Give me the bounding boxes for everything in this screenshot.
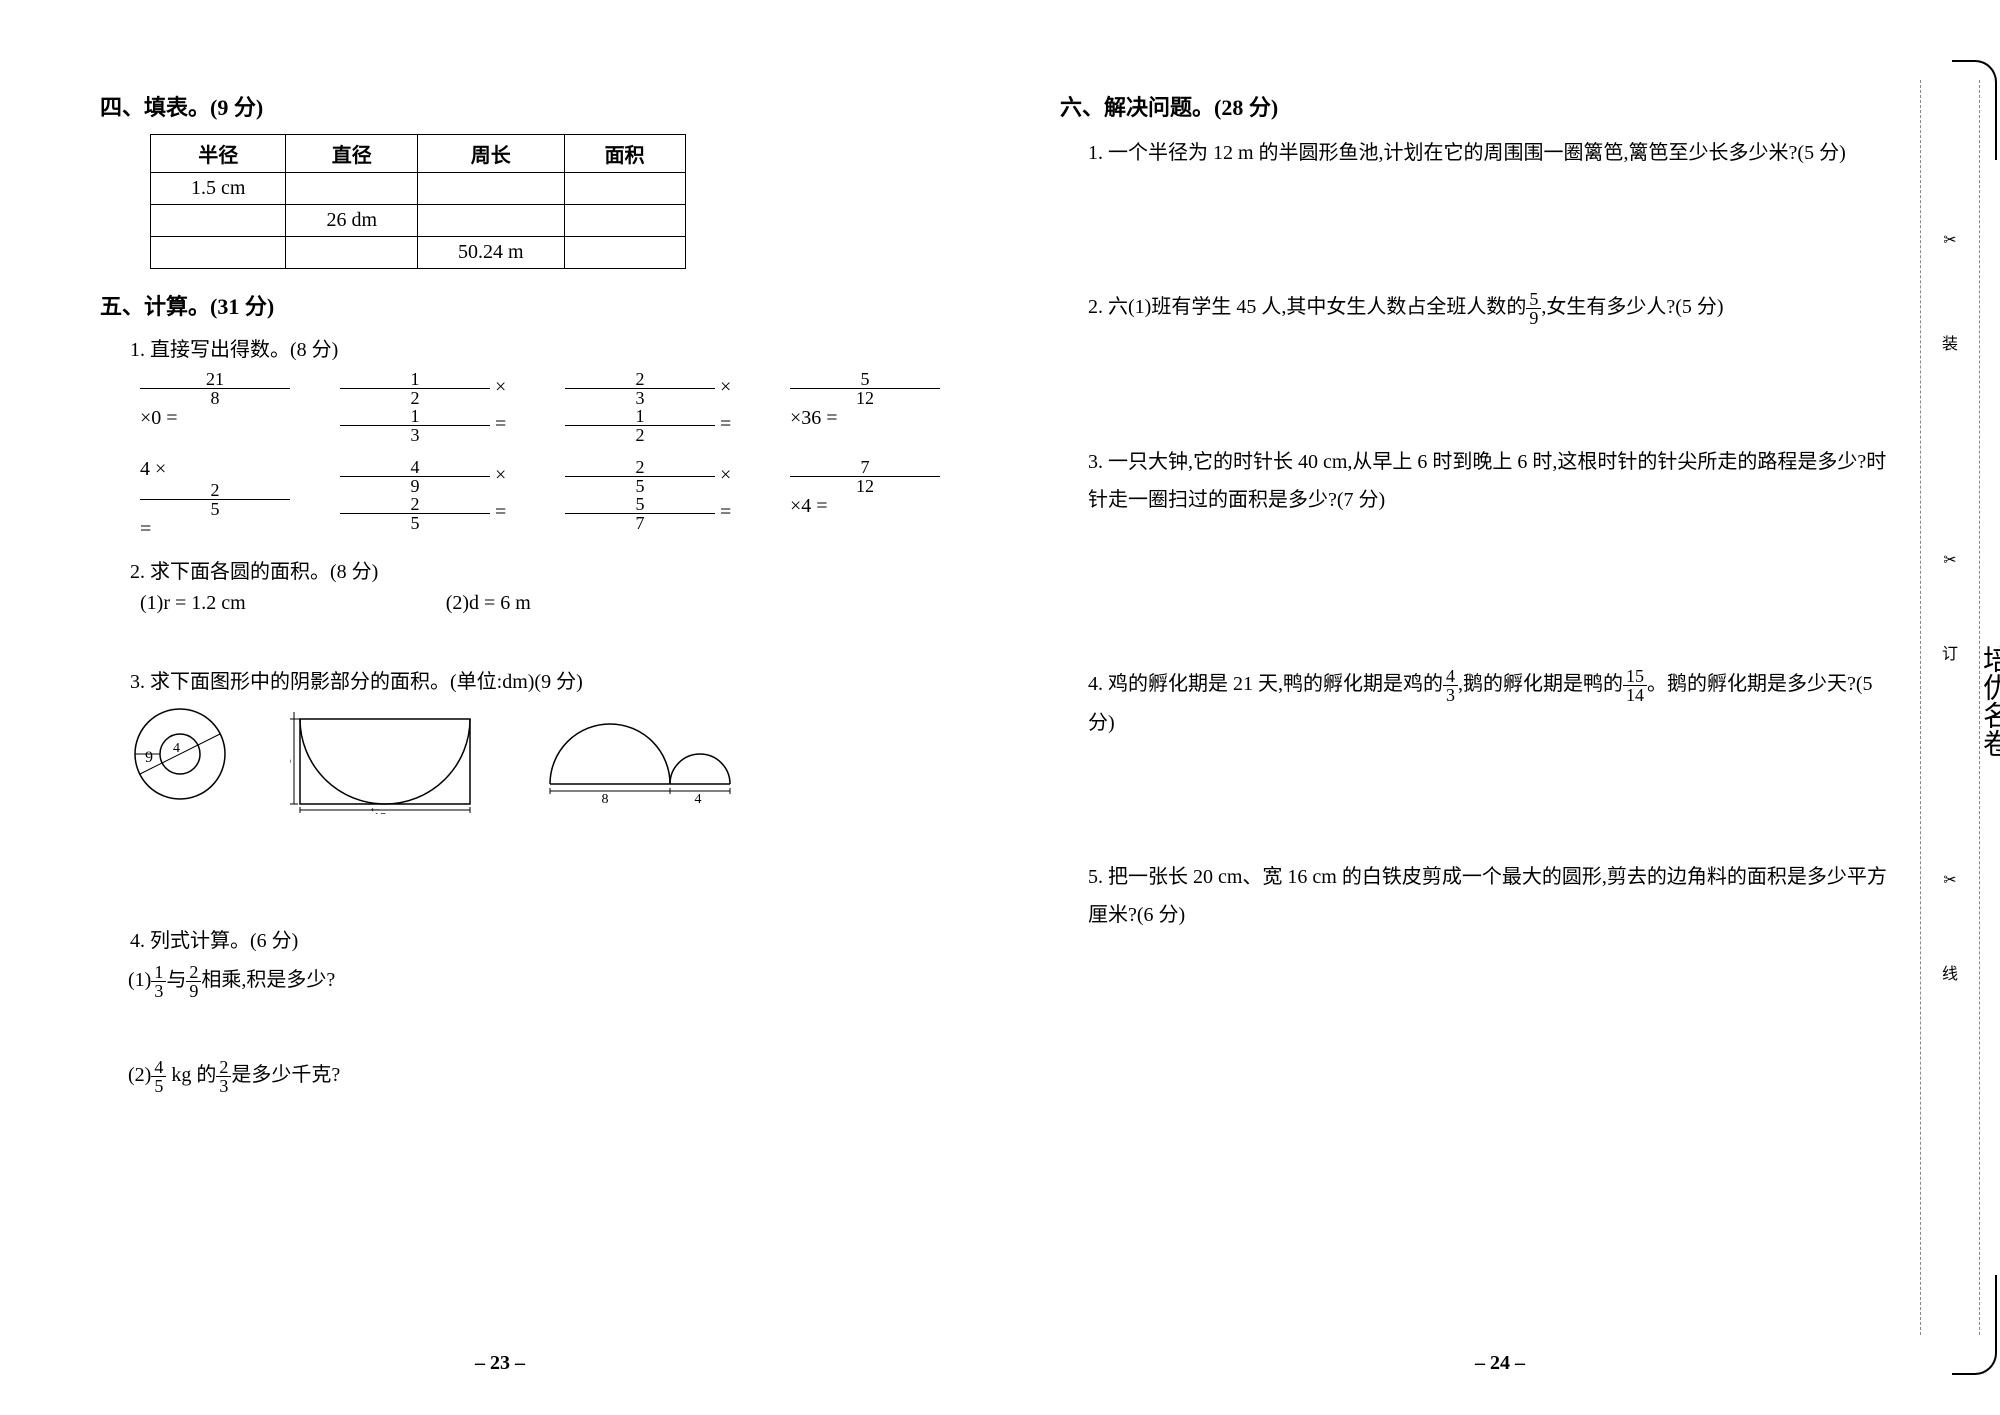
- cell: [418, 205, 565, 237]
- cell: 1.5 cm: [151, 173, 286, 205]
- binding-margin: ✂ 装 ✂ 订 ✂ 线 培优名卷: [1920, 80, 1980, 1335]
- binding-char: 线: [1942, 960, 1958, 984]
- cell: [286, 237, 418, 269]
- page-number-right: – 24 –: [1475, 1352, 1525, 1375]
- svg-text:4: 4: [173, 741, 180, 756]
- diagram-rect-arc: ← 12 6: [290, 704, 480, 814]
- corner-top: [1952, 60, 1997, 160]
- scissors-icon: ✂: [1943, 870, 1956, 890]
- cell: 26 dm: [286, 205, 418, 237]
- shaded-diagrams: 9 4 ← 12 6 8: [130, 704, 940, 814]
- svg-text:4: 4: [695, 792, 702, 804]
- cell: [151, 205, 286, 237]
- svg-text:12: 12: [373, 811, 387, 814]
- svg-text:8: 8: [602, 792, 609, 804]
- cell: [418, 173, 565, 205]
- th-radius: 半径: [151, 135, 286, 173]
- th-circumference: 周长: [418, 135, 565, 173]
- q6-4: 4. 鸡的孵化期是 21 天,鸭的孵化期是鸡的43,鹅的孵化期是鸭的1514。鹅…: [1088, 665, 1900, 742]
- q-5-4a: (1)13与29相乘,积是多少?: [128, 961, 940, 1000]
- sub-5-1: 1. 直接写出得数。(8 分): [130, 333, 940, 362]
- q6-3: 3. 一只大钟,它的时针长 40 cm,从早上 6 时到晚上 6 时,这根时针的…: [1088, 443, 1900, 519]
- page-right: 六、解决问题。(28 分) 1. 一个半径为 12 m 的半圆形鱼池,计划在它的…: [1000, 0, 2000, 1415]
- th-diameter: 直径: [286, 135, 418, 173]
- calc-row-1: 218×0 = 12 × 13 = 23 × 12 = 512×36 =: [140, 370, 940, 444]
- corner-bottom: [1952, 1275, 1997, 1375]
- section4-title: 四、填表。(9 分): [100, 90, 940, 122]
- calc-row-2: 4 × 25 = 49 × 25 = 25 × 57 = 712×4 =: [140, 458, 940, 541]
- binding-char: 订: [1942, 640, 1958, 664]
- cell: [564, 173, 685, 205]
- cell: 50.24 m: [418, 237, 565, 269]
- page-left: 四、填表。(9 分) 半径 直径 周长 面积 1.5 cm 26 dm 50.2…: [0, 0, 1000, 1415]
- sub-5-2: 2. 求下面各圆的面积。(8 分): [130, 555, 940, 584]
- cell: [151, 237, 286, 269]
- area-b: (2)d = 6 m: [446, 592, 531, 615]
- binding-char: 装: [1942, 330, 1958, 354]
- diagram-ring: 9 4: [130, 704, 230, 804]
- q-5-4b: (2)45 kg 的23是多少千克?: [128, 1056, 940, 1095]
- q6-1: 1. 一个半径为 12 m 的半圆形鱼池,计划在它的周围围一圈篱笆,篱笆至少长多…: [1088, 134, 1900, 172]
- svg-text:6: 6: [290, 753, 291, 768]
- svg-text:9: 9: [145, 749, 153, 766]
- scissors-icon: ✂: [1943, 550, 1956, 570]
- cell: [564, 205, 685, 237]
- brand-logo: 培优名卷: [1974, 645, 2000, 757]
- area-a: (1)r = 1.2 cm: [140, 592, 246, 615]
- fill-table: 半径 直径 周长 面积 1.5 cm 26 dm 50.24 m: [150, 134, 686, 269]
- th-area: 面积: [564, 135, 685, 173]
- page-number-left: – 23 –: [475, 1352, 525, 1375]
- scissors-icon: ✂: [1943, 230, 1956, 250]
- area-problems: (1)r = 1.2 cm (2)d = 6 m: [140, 592, 940, 615]
- section6-title: 六、解决问题。(28 分): [1060, 90, 1900, 122]
- diagram-semicircles: 8 4: [540, 704, 740, 804]
- sub-5-3: 3. 求下面图形中的阴影部分的面积。(单位:dm)(9 分): [130, 665, 940, 694]
- q6-5: 5. 把一张长 20 cm、宽 16 cm 的白铁皮剪成一个最大的圆形,剪去的边…: [1088, 858, 1900, 934]
- sub-5-4: 4. 列式计算。(6 分): [130, 924, 940, 953]
- section5-title: 五、计算。(31 分): [100, 289, 940, 321]
- cell: [286, 173, 418, 205]
- cell: [564, 237, 685, 269]
- q6-2: 2. 六(1)班有学生 45 人,其中女生人数占全班人数的59,女生有多少人?(…: [1088, 288, 1900, 327]
